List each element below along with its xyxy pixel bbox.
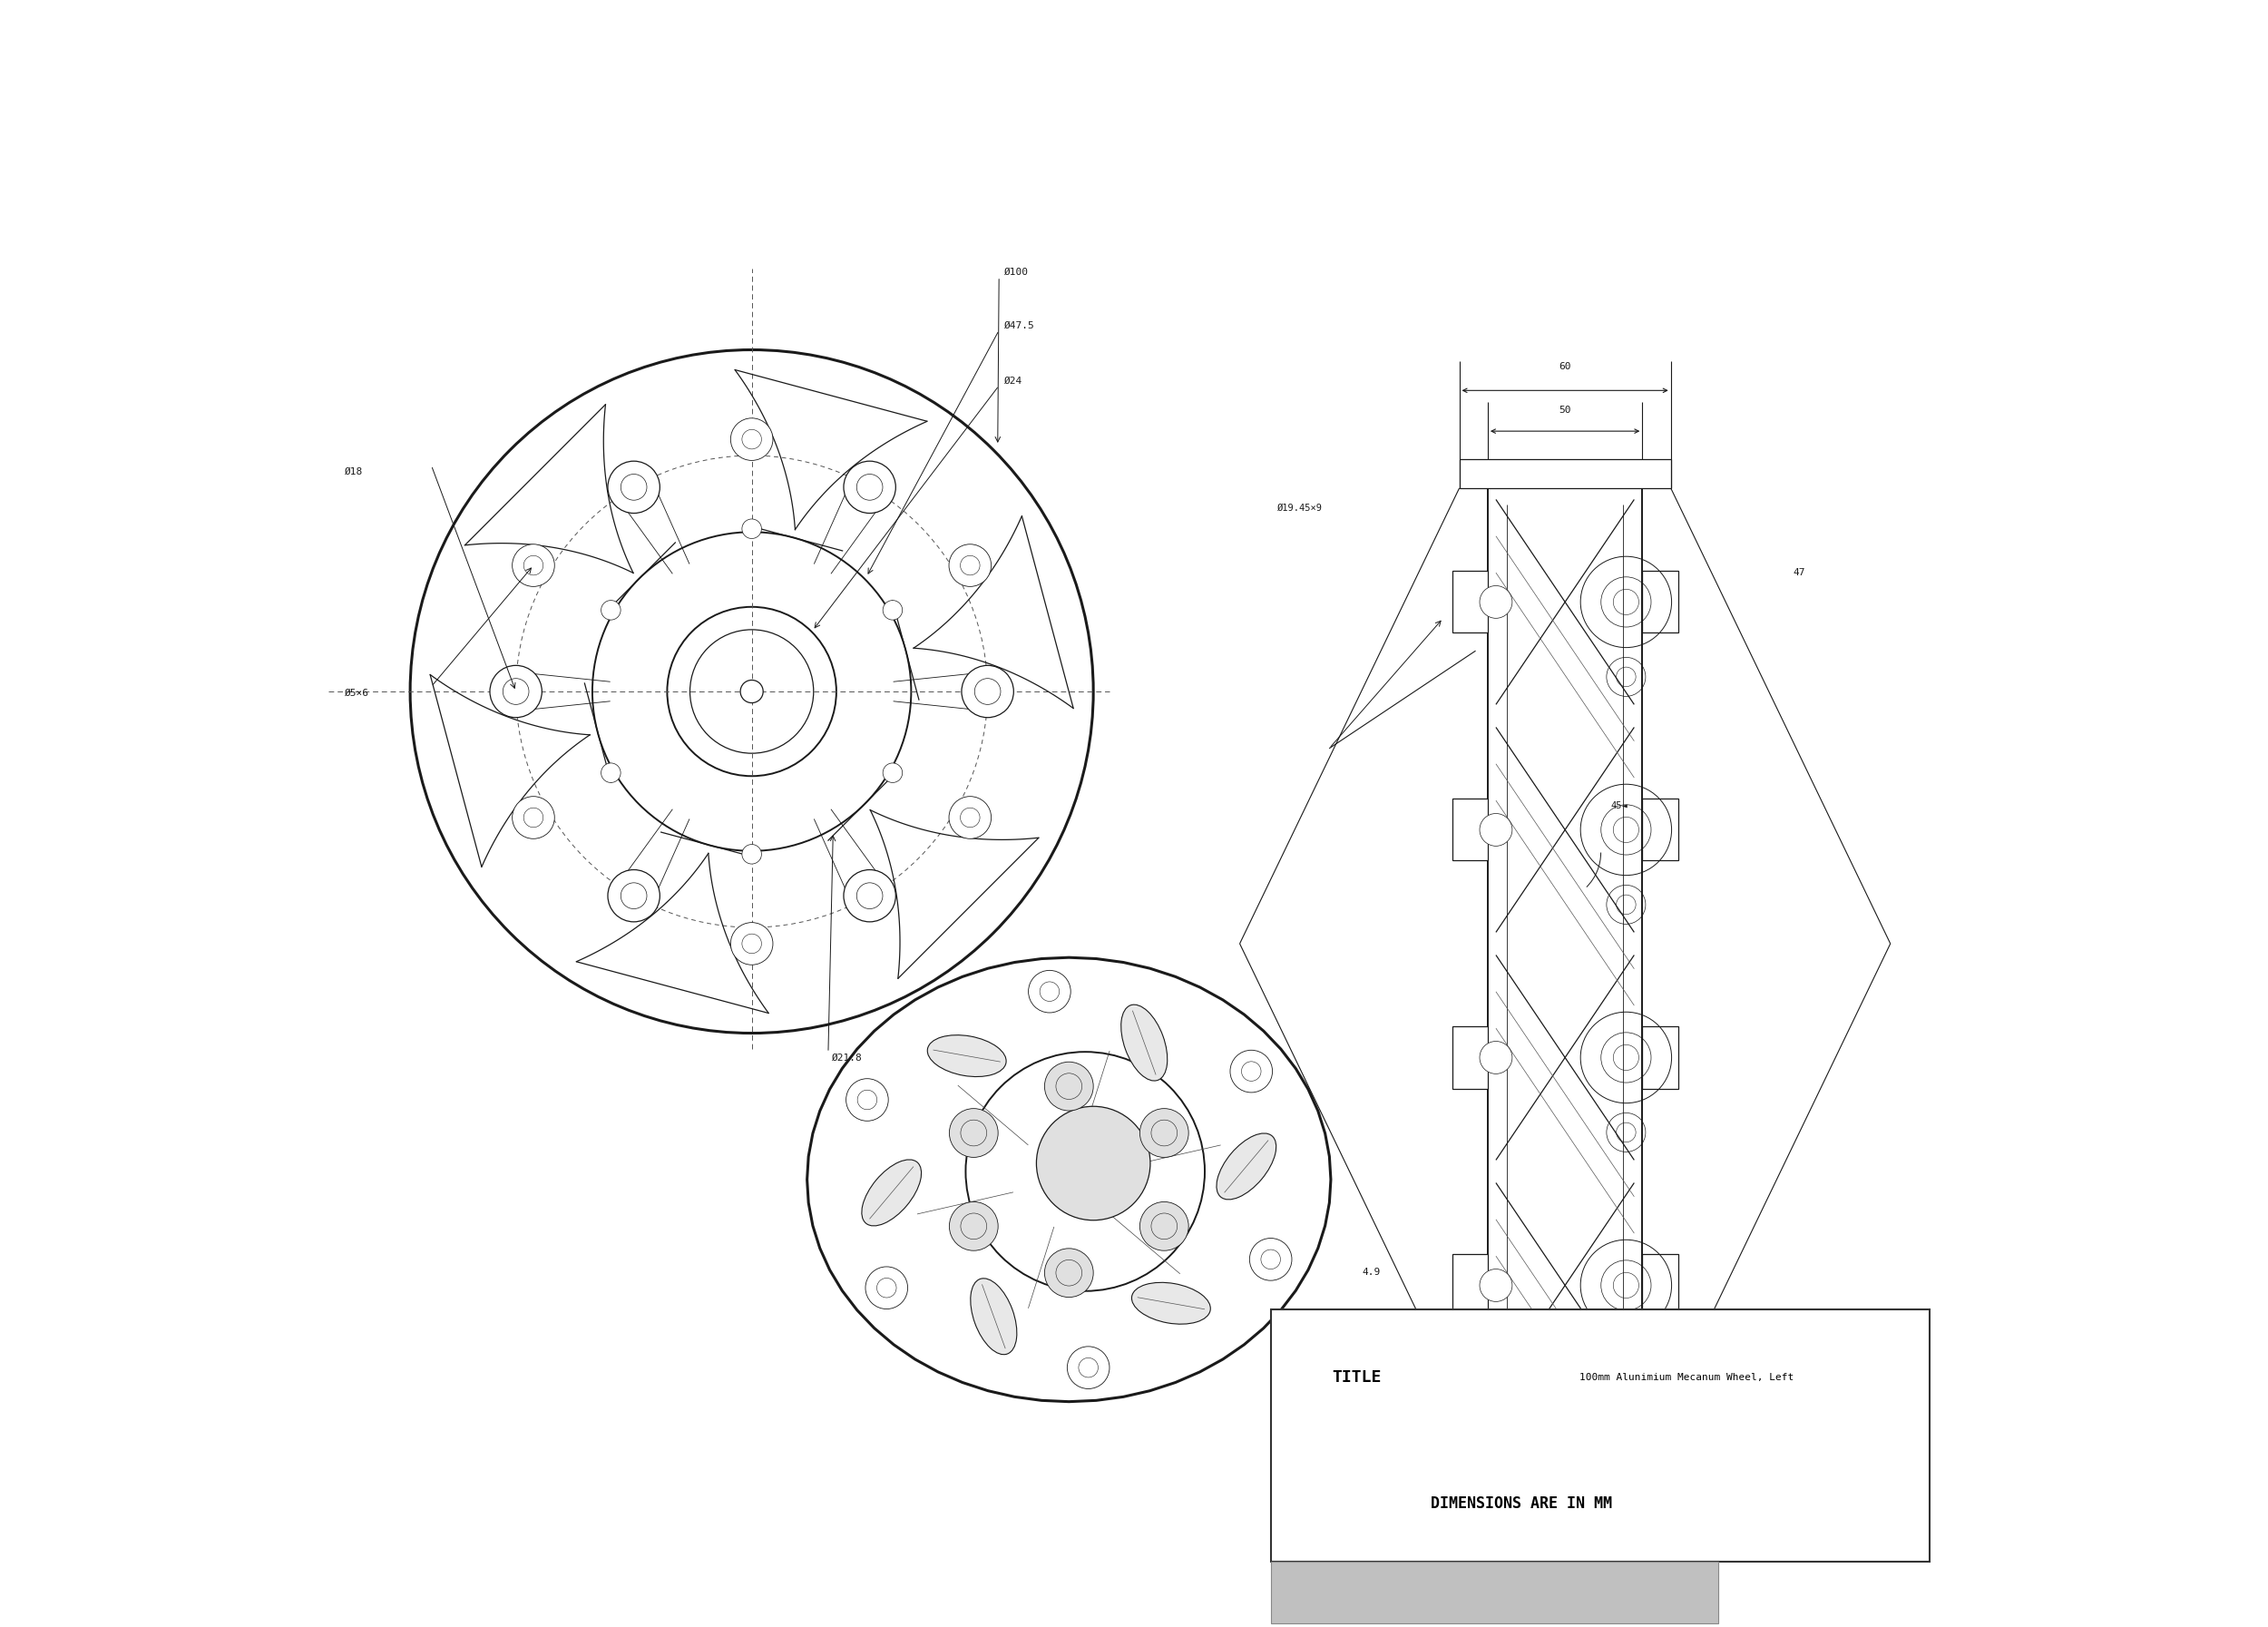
Ellipse shape — [971, 1279, 1016, 1355]
Circle shape — [844, 870, 896, 923]
Polygon shape — [807, 957, 1331, 1401]
Circle shape — [1027, 970, 1070, 1012]
Ellipse shape — [1120, 1004, 1168, 1080]
Circle shape — [844, 460, 896, 513]
Bar — [1452, 1027, 1488, 1088]
Circle shape — [882, 600, 903, 620]
Text: Ø19.45×9: Ø19.45×9 — [1277, 503, 1322, 513]
Text: DIMENSIONS ARE IN MM: DIMENSIONS ARE IN MM — [1431, 1495, 1613, 1511]
Text: Ø18: Ø18 — [345, 467, 363, 477]
Circle shape — [608, 870, 660, 923]
Bar — [1452, 1254, 1488, 1316]
Circle shape — [730, 418, 773, 460]
Bar — [1270, 1310, 1930, 1562]
Text: 4.9: 4.9 — [1361, 1267, 1381, 1277]
Circle shape — [866, 1267, 907, 1310]
Ellipse shape — [862, 1160, 921, 1225]
Circle shape — [966, 1051, 1204, 1292]
Text: 60: 60 — [1558, 361, 1572, 371]
Text: Ø5×6: Ø5×6 — [345, 688, 370, 698]
Ellipse shape — [1132, 1282, 1211, 1324]
Circle shape — [1479, 1041, 1513, 1074]
Circle shape — [950, 1202, 998, 1251]
Circle shape — [846, 1079, 889, 1121]
Text: 45◄: 45◄ — [1610, 800, 1628, 810]
Bar — [1642, 1254, 1678, 1316]
Circle shape — [739, 680, 762, 703]
Circle shape — [1046, 1062, 1093, 1111]
Circle shape — [962, 665, 1014, 718]
Text: 47: 47 — [1792, 568, 1805, 578]
Text: Ø47.5: Ø47.5 — [1005, 321, 1034, 330]
Bar — [1458, 1399, 1672, 1429]
Bar — [1452, 571, 1488, 633]
Text: 100mm Alunimium Mecanum Wheel, Left: 100mm Alunimium Mecanum Wheel, Left — [1579, 1373, 1794, 1381]
Circle shape — [608, 460, 660, 513]
Circle shape — [490, 665, 542, 718]
Circle shape — [1046, 1248, 1093, 1297]
Bar — [1642, 571, 1678, 633]
Ellipse shape — [1216, 1134, 1277, 1199]
Circle shape — [1479, 1269, 1513, 1302]
Ellipse shape — [928, 1035, 1007, 1077]
Bar — [1642, 799, 1678, 861]
Circle shape — [1479, 586, 1513, 618]
Bar — [1488, 488, 1642, 1399]
Bar — [1642, 1027, 1678, 1088]
Text: 50: 50 — [1558, 405, 1572, 415]
Circle shape — [1141, 1108, 1188, 1157]
Text: Ø100: Ø100 — [1005, 267, 1027, 277]
Bar — [1452, 799, 1488, 861]
Circle shape — [1141, 1202, 1188, 1251]
Circle shape — [948, 543, 991, 587]
Circle shape — [601, 600, 621, 620]
Circle shape — [1479, 814, 1513, 846]
Text: Ø21.8: Ø21.8 — [832, 1053, 862, 1062]
Circle shape — [730, 923, 773, 965]
Circle shape — [1229, 1049, 1272, 1092]
Circle shape — [948, 797, 991, 840]
Text: Ø24: Ø24 — [1005, 376, 1023, 386]
Circle shape — [513, 797, 556, 840]
Bar — [1458, 459, 1672, 488]
Circle shape — [950, 1108, 998, 1157]
Circle shape — [882, 763, 903, 783]
Circle shape — [1068, 1347, 1109, 1389]
Circle shape — [1250, 1238, 1293, 1280]
Bar — [1270, 1562, 1719, 1624]
Circle shape — [742, 844, 762, 864]
Circle shape — [742, 519, 762, 539]
Circle shape — [1036, 1106, 1150, 1220]
Circle shape — [513, 543, 556, 587]
Text: TITLE: TITLE — [1331, 1368, 1381, 1386]
Circle shape — [601, 763, 621, 783]
